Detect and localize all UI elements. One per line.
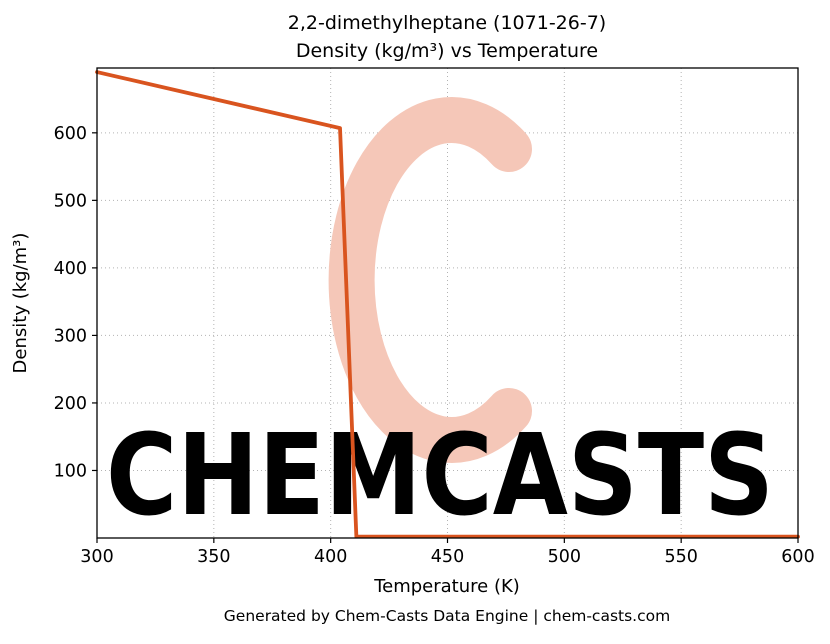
watermark: CHEMCASTS [106,97,774,541]
y-tick-label: 200 [54,394,87,414]
watermark-c-logo [328,97,532,463]
y-tick-label: 400 [54,259,87,279]
tick-labels: 300 350 400 450 500 550 600 100 200 300 400 500 600 [54,124,815,567]
series-line-density [95,70,800,539]
x-tick-label: 400 [314,547,347,567]
x-tick-label: 300 [80,547,113,567]
footer-text: Generated by Chem-Casts Data Engine | ch… [224,607,670,625]
x-tick-label: 550 [664,547,697,567]
x-axis-label: Temperature (K) [373,576,520,597]
y-tick-label: 600 [54,124,87,144]
x-tick-label: 350 [197,547,230,567]
y-tick-label: 500 [54,191,87,211]
x-tick-label: 500 [548,547,581,567]
gridlines [96,68,799,538]
x-tick-label: 600 [781,547,814,567]
y-tick-label: 300 [54,326,87,346]
watermark-text: CHEMCASTS [106,411,774,541]
chart-title-line2: Density (kg/m³) vs Temperature [296,40,598,62]
x-tick-label: 450 [431,547,464,567]
data-series [95,70,800,539]
chart-title-line1: 2,2-dimethylheptane (1071-26-7) [288,12,606,34]
y-axis-label: Density (kg/m³) [10,233,31,374]
y-tick-label: 100 [54,461,87,481]
